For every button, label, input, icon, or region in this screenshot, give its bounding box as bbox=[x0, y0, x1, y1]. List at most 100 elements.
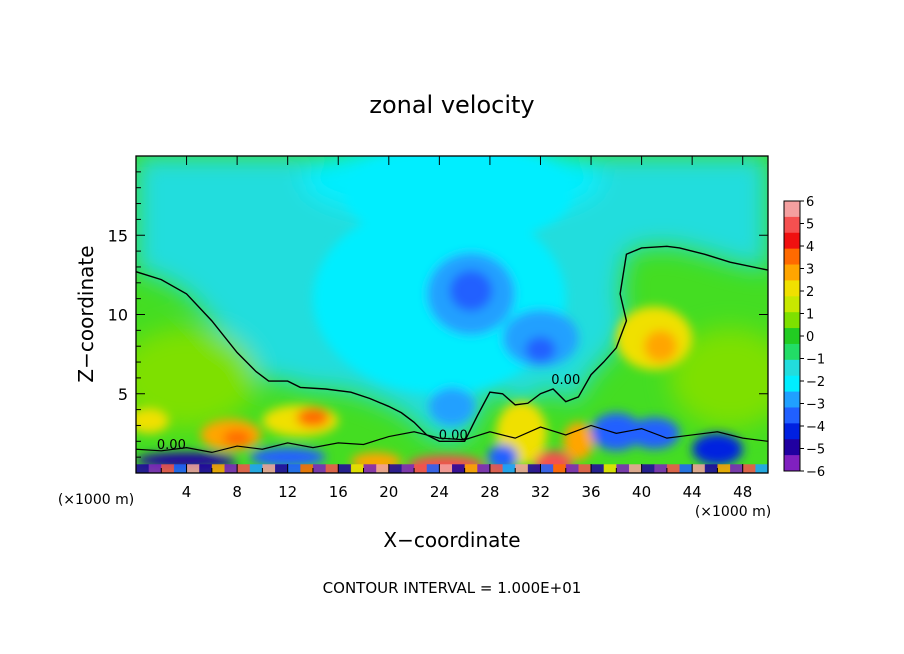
colorbar-tick-label: 1 bbox=[806, 308, 814, 323]
surface-cell bbox=[553, 464, 567, 473]
surface-cell bbox=[186, 464, 200, 473]
x-unit-left: (×1000 m) bbox=[58, 492, 134, 508]
colorbar-swatch bbox=[784, 423, 800, 440]
x-tick-label: 48 bbox=[733, 483, 752, 501]
surface-cell bbox=[578, 464, 592, 473]
colorbar-tick-label: 5 bbox=[806, 218, 814, 233]
surface-cell bbox=[591, 464, 605, 473]
surface-cell bbox=[452, 464, 466, 473]
colorbar-tick-label: −6 bbox=[806, 465, 825, 480]
surface-cell bbox=[376, 464, 390, 473]
surface-cell bbox=[350, 464, 365, 473]
field-blob bbox=[591, 412, 642, 451]
surface-cell bbox=[300, 464, 314, 473]
surface-cell bbox=[730, 464, 744, 473]
colorbar-swatch bbox=[784, 375, 800, 392]
surface-cell bbox=[654, 464, 668, 473]
x-tick-label: 40 bbox=[632, 483, 651, 501]
colorbar-swatch bbox=[784, 455, 800, 472]
colorbar-tick-label: 0 bbox=[806, 330, 814, 345]
surface-cell bbox=[477, 464, 491, 473]
surface-cell bbox=[679, 464, 693, 473]
surface-cell bbox=[704, 464, 718, 473]
surface-cell bbox=[287, 464, 301, 473]
colorbar-swatch bbox=[784, 280, 800, 297]
surface-cell bbox=[628, 464, 643, 473]
colorbar-swatch bbox=[784, 343, 800, 361]
y-tick-label: 15 bbox=[108, 226, 128, 245]
colorbar-swatch bbox=[784, 407, 800, 424]
contour-label: 0.00 bbox=[551, 373, 580, 388]
surface-cell bbox=[641, 464, 655, 473]
field-blob bbox=[449, 270, 493, 312]
colorbar-tick-label: 4 bbox=[806, 240, 814, 255]
y-axis-label: Z−coordinate bbox=[74, 245, 98, 382]
x-unit-right: (×1000 m) bbox=[695, 504, 771, 520]
surface-cell bbox=[502, 464, 516, 473]
surface-cell bbox=[489, 464, 504, 473]
surface-cell bbox=[603, 464, 617, 473]
surface-cell bbox=[312, 464, 327, 473]
colorbar-tick-label: 2 bbox=[806, 285, 814, 300]
contour-label: 0.00 bbox=[439, 429, 468, 444]
colorbar: 6 5 4 3 2 1 0 −1 −2 −3 −4 −5 −6 bbox=[783, 195, 825, 480]
colorbar-swatch bbox=[784, 216, 800, 234]
velocity-field: 0.00 0.00 0.00 bbox=[136, 156, 768, 473]
colorbar-tick-label: −2 bbox=[806, 375, 825, 390]
low-level-contour-line bbox=[136, 424, 768, 454]
surface-cell bbox=[325, 464, 339, 473]
contour-label: 0.00 bbox=[157, 438, 186, 453]
surface-cell bbox=[211, 464, 225, 473]
surface-cell bbox=[616, 464, 630, 473]
colorbar-swatch bbox=[784, 359, 800, 377]
surface-cell bbox=[401, 464, 415, 473]
field-blob bbox=[223, 430, 252, 447]
x-tick-label: 32 bbox=[531, 483, 550, 501]
colorbar-tick-label: −1 bbox=[806, 353, 825, 368]
colorbar-swatch bbox=[784, 232, 800, 250]
colorbar-swatch bbox=[784, 264, 800, 281]
surface-cell bbox=[338, 464, 352, 473]
surface-cell bbox=[527, 464, 541, 473]
surface-cell bbox=[565, 464, 579, 473]
field-blob bbox=[249, 447, 326, 467]
colorbar-swatch bbox=[784, 248, 800, 265]
colorbar-swatch bbox=[784, 439, 800, 456]
zero-contour-line bbox=[136, 245, 768, 442]
surface-cell bbox=[515, 464, 529, 473]
colorbar-tick-label: −3 bbox=[806, 398, 825, 413]
x-tick-label: 16 bbox=[329, 483, 348, 501]
field-blob bbox=[692, 433, 743, 466]
surface-band bbox=[136, 464, 768, 473]
surface-cell bbox=[148, 464, 162, 473]
surface-cell bbox=[717, 464, 731, 473]
field-blob bbox=[525, 336, 556, 363]
colorbar-swatch bbox=[784, 391, 800, 408]
surface-cell bbox=[755, 464, 768, 473]
contour-interval-note: CONTOUR INTERVAL = 1.000E+01 bbox=[323, 579, 582, 597]
x-axis-label: X−coordinate bbox=[383, 528, 520, 552]
field-blob bbox=[563, 422, 594, 461]
x-tick-label: 28 bbox=[480, 483, 499, 501]
surface-cell bbox=[249, 464, 263, 473]
surface-cell bbox=[237, 464, 251, 473]
x-axis: 4 8 12 16 20 24 28 32 36 40 44 48 bbox=[160, 156, 752, 501]
surface-cell bbox=[161, 464, 175, 473]
x-tick-label: 24 bbox=[430, 483, 449, 501]
y-axis: 5 10 15 bbox=[108, 171, 768, 458]
surface-cell bbox=[540, 464, 554, 473]
surface-cell bbox=[666, 464, 681, 473]
colorbar-tick-label: −4 bbox=[806, 420, 825, 435]
surface-cell bbox=[136, 464, 150, 473]
chart-title: zonal velocity bbox=[369, 91, 534, 119]
colorbar-tick-label: 3 bbox=[806, 263, 814, 278]
surface-cell bbox=[464, 464, 478, 473]
surface-cell bbox=[439, 464, 453, 473]
x-tick-label: 36 bbox=[581, 483, 600, 501]
x-tick-label: 12 bbox=[278, 483, 297, 501]
surface-cell bbox=[692, 464, 706, 473]
x-tick-label: 44 bbox=[683, 483, 702, 501]
field-blob bbox=[296, 408, 330, 428]
surface-cell bbox=[224, 464, 238, 473]
